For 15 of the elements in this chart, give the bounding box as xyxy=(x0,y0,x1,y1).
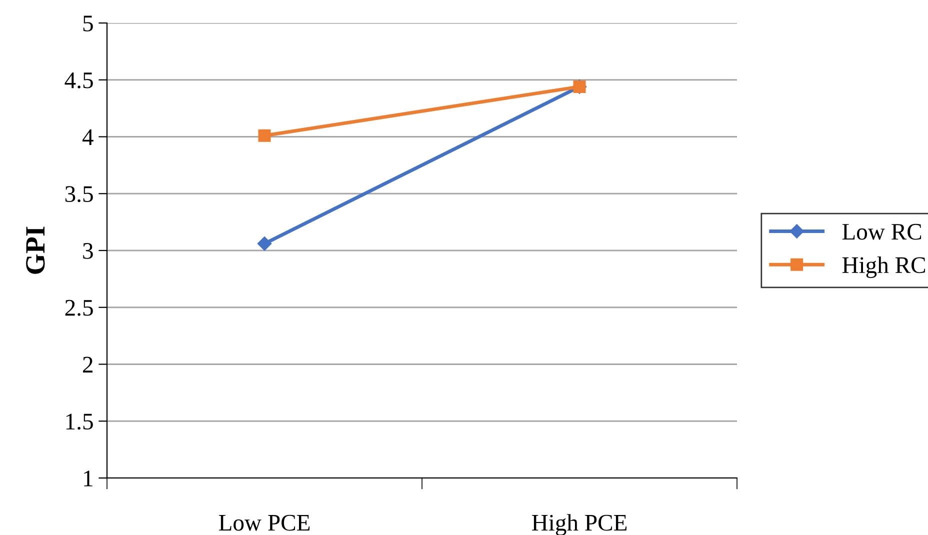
y-tick-label: 4.5 xyxy=(64,72,93,88)
y-tick-label: 2.5 xyxy=(65,300,93,316)
y-tick-label: 2 xyxy=(83,356,93,372)
y-axis-title: GPI xyxy=(26,226,45,274)
legend-label: Low RC xyxy=(842,224,922,240)
point xyxy=(258,129,271,142)
y-tick-label: 1 xyxy=(84,470,92,486)
y-tick-label: 3 xyxy=(83,243,93,259)
legend-label: High RC xyxy=(842,256,926,278)
point xyxy=(257,236,272,251)
y-tick-label: 1.5 xyxy=(66,414,93,430)
y-tick-label: 5 xyxy=(83,16,93,32)
y-tick-label: 4 xyxy=(82,129,94,145)
x-tick-label: Low PCE xyxy=(218,514,310,531)
y-tick-label: 3.5 xyxy=(65,186,93,202)
